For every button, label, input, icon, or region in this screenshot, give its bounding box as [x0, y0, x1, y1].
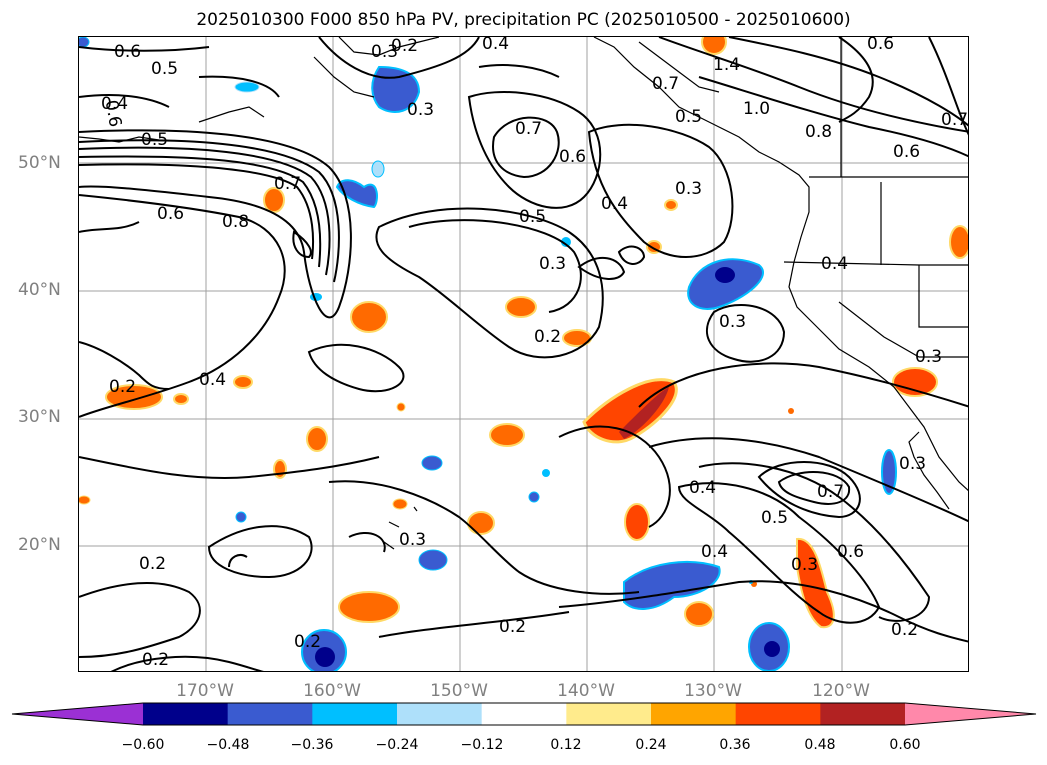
contour-label: 1.0: [743, 99, 770, 119]
colorbar-tick: 0.12: [550, 737, 582, 753]
figure-title: 2025010300 F000 850 hPa PV, precipitatio…: [196, 10, 851, 30]
colorbar-segment: [820, 703, 906, 725]
contour-label: 0.7: [941, 110, 968, 130]
coastlines: [79, 37, 968, 550]
contour-label: 0.7: [652, 74, 679, 94]
contour-label: 0.3: [539, 254, 566, 274]
contour-label: 0.3: [675, 179, 702, 199]
contour-label: 0.7: [515, 119, 542, 139]
contour-label: 0.2: [499, 617, 526, 637]
colorbar-tick: 0.24: [635, 737, 667, 753]
contour-label: 0.5: [151, 59, 178, 79]
contour-label: 0.7: [274, 174, 301, 194]
colorbar-tick: −0.48: [206, 737, 250, 753]
contour-label: 0.2: [294, 632, 321, 652]
contour-label: 0.4: [101, 94, 128, 114]
contour-label: 0.6: [867, 37, 894, 54]
lat-label-40n: 40°N: [18, 280, 61, 300]
lon-label-120w: 120°W: [812, 681, 870, 701]
contour-label: 0.3: [719, 312, 746, 332]
contour-label: 0.3: [371, 42, 398, 62]
contour-label: 0.2: [139, 554, 166, 574]
contour-label: 0.6: [559, 147, 586, 167]
colorbar-tick: −0.24: [375, 737, 419, 753]
contour-label: 0.5: [675, 107, 702, 127]
colorbar-segment: [651, 703, 737, 725]
colorbar-tick: 0.60: [889, 737, 921, 753]
contour-label: 0.2: [534, 327, 561, 347]
contour-label: 0.6: [837, 542, 864, 562]
contour-label: 0.2: [109, 377, 136, 397]
colorbar-extend-low: [12, 703, 143, 725]
contour-label: 0.4: [701, 542, 728, 562]
colorbar-segment: [566, 703, 652, 725]
colorbar-outline: [11, 702, 1037, 726]
colorbar-segment: [227, 703, 313, 725]
contour-label: 0.8: [222, 212, 249, 232]
contour-label: 0.4: [482, 37, 509, 54]
graticule: [79, 37, 968, 671]
contour-label: 0.4: [689, 478, 716, 498]
contour-label: 0.6: [893, 142, 920, 162]
contour-label: 0.2: [391, 37, 418, 56]
contour-label: 0.4: [821, 254, 848, 274]
colorbar-segment: [143, 703, 229, 725]
colorbar-segment: [312, 703, 398, 725]
contour-label: 0.7: [817, 482, 844, 502]
colorbar-segments: [12, 703, 1036, 725]
colorbar: [11, 702, 1037, 726]
colorbar-tick: −0.60: [121, 737, 165, 753]
contour-label: 0.4: [601, 194, 628, 214]
colorbar-extend-high: [905, 703, 1036, 725]
map-panel[interactable]: 0.6 0.5 0.4 0.5 0.7 0.8 0.6 0.4 0.2 0.2 …: [78, 36, 969, 672]
lon-label-130w: 130°W: [684, 681, 742, 701]
contour-label: 0.3: [407, 100, 434, 120]
contour-label: 0.8: [805, 122, 832, 142]
contour-label: 0.6: [114, 42, 141, 62]
colorbar-tick: −0.36: [290, 737, 334, 753]
lat-label-30n: 30°N: [18, 407, 61, 427]
contour-labels: 0.6 0.5 0.4 0.5 0.7 0.8 0.6 0.4 0.2 0.2 …: [101, 37, 968, 670]
colorbar-tick: 0.48: [804, 737, 836, 753]
contour-label: 0.3: [791, 555, 818, 575]
contour-label: 0.5: [519, 207, 546, 227]
lon-label-170w: 170°W: [176, 681, 234, 701]
colorbar-tick: 0.36: [719, 737, 751, 753]
contour-label: 0.3: [399, 530, 426, 550]
lon-label-150w: 150°W: [430, 681, 488, 701]
colorbar-segment: [735, 703, 821, 725]
lon-label-160w: 160°W: [303, 681, 361, 701]
contour-label: 0.4: [199, 370, 226, 390]
contour-label: 0.3: [915, 347, 942, 367]
colorbar-tick: −0.12: [460, 737, 504, 753]
lat-label-20n: 20°N: [18, 535, 61, 555]
contour-label: 0.5: [141, 130, 168, 150]
contour-label: 0.6: [101, 99, 125, 129]
contour-label: 0.2: [891, 620, 918, 640]
colorbar-segment: [481, 703, 567, 725]
lon-label-140w: 140°W: [557, 681, 615, 701]
contour-label: 1.4: [713, 55, 740, 75]
map-svg: 0.6 0.5 0.4 0.5 0.7 0.8 0.6 0.4 0.2 0.2 …: [79, 37, 968, 671]
contour-label: 0.2: [142, 650, 169, 670]
pv-contours: [79, 37, 968, 671]
contour-label: 0.6: [157, 204, 184, 224]
colorbar-segment: [397, 703, 483, 725]
lat-label-50n: 50°N: [18, 153, 61, 173]
contour-label: 0.5: [761, 508, 788, 528]
contour-label: 0.3: [899, 454, 926, 474]
